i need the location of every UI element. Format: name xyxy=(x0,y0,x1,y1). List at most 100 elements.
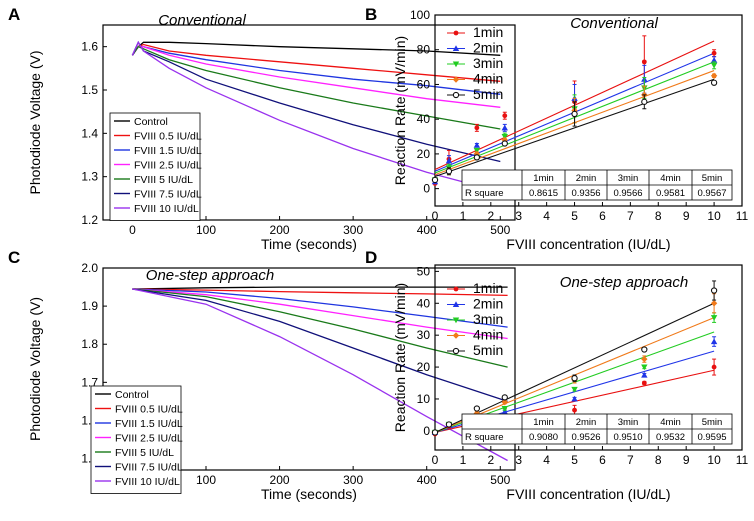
series-line xyxy=(132,288,508,368)
table-header-cell: 4min xyxy=(660,417,681,428)
panel-title: One-step approach xyxy=(560,274,688,291)
data-point xyxy=(502,113,508,119)
legend-label: 2min xyxy=(473,40,503,56)
legend-label: 4min xyxy=(473,71,503,87)
panel-title: Conventional xyxy=(570,15,658,32)
table-cell: 0.9356 xyxy=(571,188,600,199)
data-point xyxy=(572,407,577,413)
data-point xyxy=(710,315,718,321)
legend-label: 5min xyxy=(473,86,503,102)
panel-letter: B xyxy=(365,5,377,24)
legend-marker xyxy=(453,286,459,292)
series-line xyxy=(132,288,508,403)
y-tick-label: 20 xyxy=(417,360,431,374)
table-cell: 0.8615 xyxy=(529,188,558,199)
data-point xyxy=(501,398,508,406)
data-point xyxy=(501,140,508,147)
data-point xyxy=(710,300,718,307)
legend-marker xyxy=(452,347,460,355)
legend-label: 3min xyxy=(473,55,503,71)
x-tick-label: 11 xyxy=(736,209,749,223)
table-cell: 0.9581 xyxy=(656,188,685,199)
x-tick-label: 0 xyxy=(129,223,136,237)
series-line xyxy=(132,288,508,462)
legend-label: FVIII 1.5 IU/dL xyxy=(134,145,202,157)
x-tick-label: 6 xyxy=(599,453,606,467)
data-point xyxy=(474,125,480,131)
y-tick-label: 1.5 xyxy=(81,83,98,97)
y-axis-label: Reaction Rate (mV/min) xyxy=(392,36,408,185)
x-tick-label: 7 xyxy=(627,209,634,223)
data-point xyxy=(571,110,578,118)
table-cell: 0.9567 xyxy=(697,188,726,199)
y-tick-label: 40 xyxy=(417,296,431,310)
table-cell: 0.9595 xyxy=(697,432,726,443)
series-line xyxy=(131,43,501,82)
legend-label: 4min xyxy=(473,327,503,343)
x-tick-label: 200 xyxy=(270,473,290,487)
table-header-cell: 3min xyxy=(618,173,639,184)
table-header-cell: 5min xyxy=(702,417,723,428)
table-header-cell: 2min xyxy=(576,417,597,428)
legend-label: Control xyxy=(115,389,149,401)
legend-label: FVIII 10 IU/dL xyxy=(134,203,199,215)
x-tick-label: 8 xyxy=(655,209,662,223)
table-header-cell: 3min xyxy=(618,417,639,428)
x-tick-label: 100 xyxy=(196,473,216,487)
plot-frame xyxy=(434,14,743,207)
table-header-cell: 1min xyxy=(533,417,554,428)
plot-frame xyxy=(102,267,516,471)
data-point xyxy=(445,421,453,428)
data-point xyxy=(710,62,718,69)
x-tick-label: 7 xyxy=(627,453,634,467)
data-point xyxy=(445,168,453,175)
series-line xyxy=(132,286,508,290)
table-cell: R square xyxy=(465,432,504,443)
data-point xyxy=(710,72,718,79)
x-tick-label: 500 xyxy=(490,223,510,237)
x-tick-label: 3 xyxy=(515,453,522,467)
plot-frame xyxy=(434,264,743,451)
y-axis-label: Reaction Rate (mV/min) xyxy=(392,283,408,432)
data-point xyxy=(473,405,481,412)
panel-letter: C xyxy=(8,248,20,267)
data-point xyxy=(431,429,439,436)
legend-marker xyxy=(452,317,460,324)
y-tick-label: 60 xyxy=(417,77,431,91)
legend-marker xyxy=(452,301,460,308)
series-line xyxy=(131,45,501,130)
data-point xyxy=(711,364,717,370)
x-tick-label: 8 xyxy=(655,453,662,467)
y-tick-label: 0 xyxy=(423,182,430,196)
x-tick-label: 2 xyxy=(487,453,494,467)
y-tick-label: 0 xyxy=(423,424,430,438)
x-axis-label: Time (seconds) xyxy=(261,236,357,252)
data-point xyxy=(571,375,578,382)
x-tick-label: 0 xyxy=(432,453,439,467)
table-cell: 0.9566 xyxy=(613,188,642,199)
data-point xyxy=(501,405,508,412)
legend-marker xyxy=(452,45,460,52)
y-tick-label: 1.9 xyxy=(81,299,98,313)
y-tick-label: 1.4 xyxy=(81,126,98,140)
x-tick-label: 100 xyxy=(196,223,216,237)
legend-label: 5min xyxy=(473,342,503,358)
series-line xyxy=(132,288,508,328)
y-tick-label: 1.3 xyxy=(81,170,98,184)
legend-label: FVIII 2.5 IU/dL xyxy=(115,433,183,445)
x-axis-label: FVIII concentration (IU/dL) xyxy=(506,236,670,252)
x-tick-label: 200 xyxy=(270,223,290,237)
x-tick-label: 300 xyxy=(343,473,363,487)
legend-label: FVIII 0.5 IU/dL xyxy=(115,404,183,416)
table-header-cell: 4min xyxy=(660,173,681,184)
legend-marker xyxy=(452,76,460,83)
x-tick-label: 5 xyxy=(571,209,578,223)
y-tick-label: 20 xyxy=(417,147,431,161)
legend-label: 1min xyxy=(473,280,503,296)
x-tick-label: 500 xyxy=(490,473,510,487)
y-tick-label: 2.0 xyxy=(81,261,98,275)
data-point xyxy=(473,142,481,148)
legend-label: FVIII 7.5 IU/dL xyxy=(134,189,202,201)
legend-label: 1min xyxy=(473,24,503,40)
panel-b: 0 1 2 3 4 5 6 7 8 9 10 11 0 20 40 60 80 100 FVIII concentr… xyxy=(365,5,749,252)
